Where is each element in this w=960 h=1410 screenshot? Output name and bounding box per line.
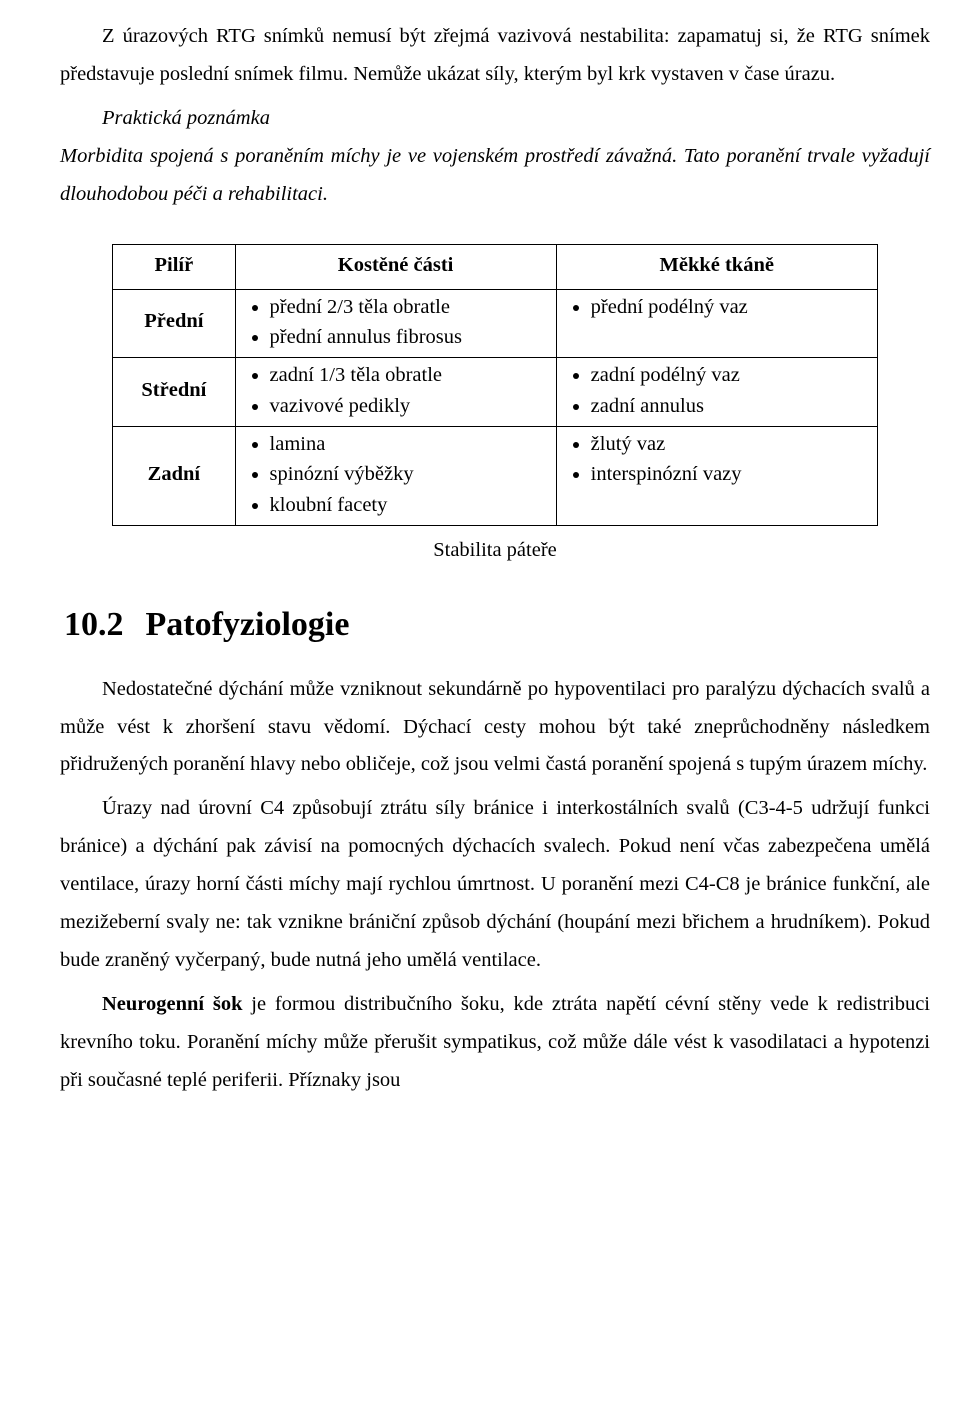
cell-kost: přední 2/3 těla obratle přední annulus f… [235, 289, 556, 358]
note-title: Praktická poznámka [102, 107, 270, 129]
spine-stability-table-wrap: Pilíř Kostěné části Měkké tkáně Přední p… [60, 244, 930, 526]
cell-kost: zadní 1/3 těla obratle vazivové pedikly [235, 358, 556, 427]
table-row: Přední přední 2/3 těla obratle přední an… [113, 289, 878, 358]
list-item: přední annulus fibrosus [270, 322, 546, 353]
list-item: zadní podélný vaz [591, 360, 867, 391]
list-item: vazivové pedikly [270, 391, 546, 422]
cell-tkane: přední podélný vaz [556, 289, 877, 358]
list-item: přední podélný vaz [591, 292, 867, 323]
paragraph-pathophys-2: Úrazy nad úrovní C4 způsobují ztrátu síl… [60, 790, 930, 980]
paragraph-pathophys-1: Nedostatečné dýchání může vzniknout seku… [60, 671, 930, 785]
cell-kost: lamina spinózní výběžky kloubní facety [235, 426, 556, 525]
list-item: interspinózní vazy [591, 459, 867, 490]
list-item: zadní 1/3 těla obratle [270, 360, 546, 391]
table-row: Střední zadní 1/3 těla obratle vazivové … [113, 358, 878, 427]
cell-tkane: žlutý vaz interspinózní vazy [556, 426, 877, 525]
paragraph-intro: Z úrazových RTG snímků nemusí být zřejmá… [60, 18, 930, 94]
header-pilir: Pilíř [113, 244, 235, 289]
cell-pilir: Přední [113, 289, 235, 358]
note-body: Morbidita spojená s poraněním míchy je v… [60, 138, 930, 214]
list-item: kloubní facety [270, 490, 546, 521]
header-kost: Kostěné části [235, 244, 556, 289]
paragraph-pathophys-3: Neurogenní šok je formou distribučního š… [60, 986, 930, 1100]
header-tkane: Měkké tkáně [556, 244, 877, 289]
table-caption: Stabilita páteře [60, 532, 930, 570]
list-item: spinózní výběžky [270, 459, 546, 490]
table-header-row: Pilíř Kostěné části Měkké tkáně [113, 244, 878, 289]
practical-note: Praktická poznámka Morbidita spojená s p… [60, 100, 930, 214]
cell-pilir: Střední [113, 358, 235, 427]
list-item: přední 2/3 těla obratle [270, 292, 546, 323]
section-heading: 10.2 Patofyziologie [60, 594, 930, 657]
section-title: Patofyziologie [146, 606, 350, 643]
cell-pilir: Zadní [113, 426, 235, 525]
list-item: zadní annulus [591, 391, 867, 422]
spine-stability-table: Pilíř Kostěné části Měkké tkáně Přední p… [112, 244, 878, 526]
cell-tkane: zadní podélný vaz zadní annulus [556, 358, 877, 427]
section-number: 10.2 [64, 594, 124, 657]
list-item: žlutý vaz [591, 429, 867, 460]
table-row: Zadní lamina spinózní výběžky kloubní fa… [113, 426, 878, 525]
list-item: lamina [270, 429, 546, 460]
neurogenic-shock-term: Neurogenní šok [102, 993, 243, 1015]
